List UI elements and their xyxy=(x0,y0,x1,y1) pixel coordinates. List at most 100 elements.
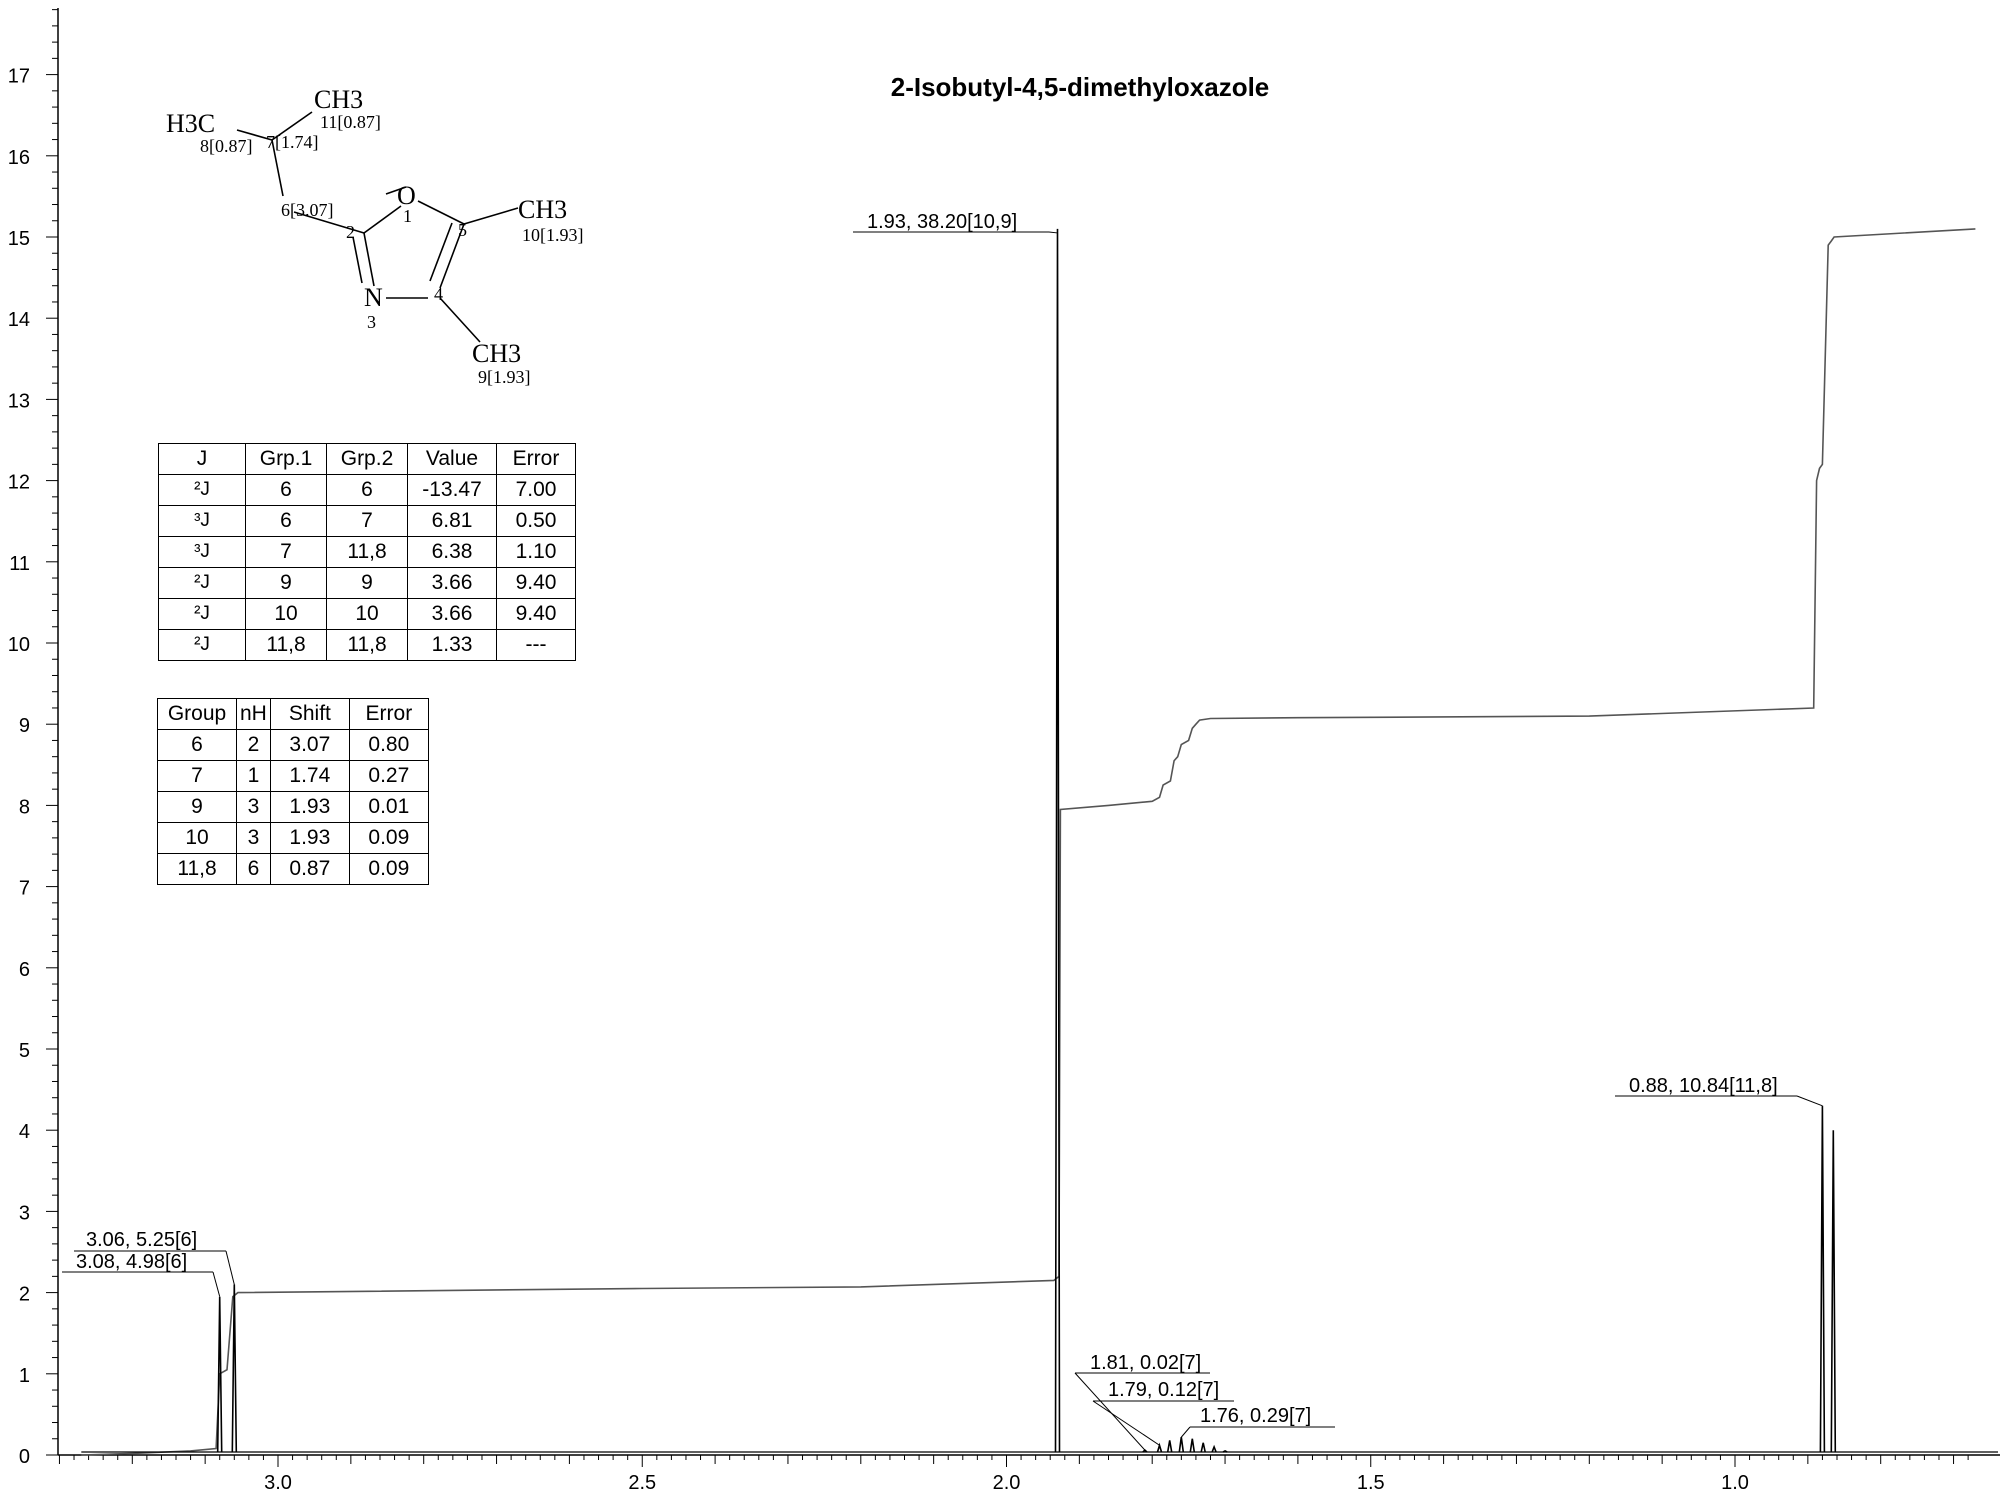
annotation-leader xyxy=(1048,231,1058,234)
atom-nitrogen: N xyxy=(364,283,383,312)
column-header: Value xyxy=(407,443,497,475)
annotation-leader xyxy=(1074,1372,1146,1451)
spectrum-peaks-group xyxy=(81,228,1998,1453)
table-row: ³J 7 11,8 6.38 1.10 xyxy=(158,536,576,568)
spectrum-peak xyxy=(1156,1442,1163,1453)
table-row: 9 3 1.93 0.01 xyxy=(157,791,429,823)
annotation-leader xyxy=(1180,1426,1191,1438)
bond xyxy=(463,207,519,225)
atom-label-11: 11[0.87] xyxy=(320,112,381,132)
table-cell: 7.00 xyxy=(496,474,576,506)
bond xyxy=(439,297,481,343)
bond xyxy=(363,205,402,234)
table-cell: 9 xyxy=(245,567,327,599)
spectrum-peak xyxy=(1819,1105,1826,1453)
atom-ch3-9: CH3 xyxy=(472,339,521,368)
peak-annotations-group: 1.93, 38.20[10,9] 3.06, 5.25[6]3.08, 4.98… xyxy=(62,211,1823,1451)
y-tick-label: 12 xyxy=(8,472,30,494)
table-cell: 6 xyxy=(236,853,271,885)
atom-oxygen: O xyxy=(397,181,416,210)
table-cell: ²J xyxy=(158,598,246,630)
atom-h3c-8: H3C xyxy=(166,109,215,138)
spectrum-peak xyxy=(1211,1444,1217,1453)
atom-ch3-11: CH3 xyxy=(314,85,363,114)
table-cell: 1 xyxy=(236,760,271,792)
table-cell: 9 xyxy=(157,791,237,823)
column-header: J xyxy=(158,443,246,475)
x-tick-label: 1.5 xyxy=(1357,1472,1385,1494)
y-tick-label: 4 xyxy=(19,1121,30,1143)
column-header: Group xyxy=(157,698,237,730)
table-cell: 11,8 xyxy=(245,629,327,661)
spectrum-peak xyxy=(216,1296,223,1453)
column-header: Grp.2 xyxy=(326,443,408,475)
y-tick-label: 14 xyxy=(8,309,30,331)
table-cell: 0.80 xyxy=(348,729,429,761)
table-row: ²J 11,8 11,8 1.33 --- xyxy=(158,629,576,661)
atom-label-2: 2 xyxy=(346,222,355,242)
atom-label-9: 9[1.93] xyxy=(478,367,531,387)
y-tick-label: 13 xyxy=(8,390,30,412)
table-cell: ²J xyxy=(158,629,246,661)
bond xyxy=(417,200,465,225)
y-tick-label: 1 xyxy=(19,1365,30,1387)
table-cell: 6 xyxy=(245,505,327,537)
atom-label-10: 10[1.93] xyxy=(522,225,584,245)
y-tick-label: 15 xyxy=(8,228,30,250)
table-cell: 6.38 xyxy=(407,536,497,568)
bond xyxy=(236,129,273,141)
table-cell: 3 xyxy=(236,791,271,823)
x-ticks-group: 3.0 2.5 2.0 1.5 1.0 xyxy=(58,1455,1969,1494)
peak-annotation-label: 3.08, 4.98[6] xyxy=(76,1251,187,1273)
chart-title: 2-Isobutyl-4,5-dimethyloxazole xyxy=(891,72,1270,102)
y-tick-label: 5 xyxy=(19,1040,30,1062)
molecule-structure: O N CH3 H3C CH3 CH3 1 2 3 4 5 6[3.07] 7[… xyxy=(166,85,584,387)
table-row: ²J 6 6 -13.47 7.00 xyxy=(158,474,576,506)
atom-label-6: 6[3.07] xyxy=(281,200,334,220)
coupling-constants-table: J Grp.1 Grp.2 Value Error ²J 6 6 -13.47 … xyxy=(158,443,576,661)
annotation-leader xyxy=(1092,1400,1160,1446)
bond xyxy=(271,139,284,197)
y-tick-label: 0 xyxy=(19,1446,30,1468)
column-header: Error xyxy=(496,443,576,475)
peak-annotation-label: 1.81, 0.02[7] xyxy=(1090,1352,1201,1374)
y-tick-label: 16 xyxy=(8,147,30,169)
table-cell: ³J xyxy=(158,505,246,537)
atom-label-3: 3 xyxy=(367,312,376,332)
table-cell: 10 xyxy=(326,598,408,630)
y-tick-label: 8 xyxy=(19,796,30,818)
table-cell: 7 xyxy=(157,760,237,792)
column-header: Shift xyxy=(269,698,350,730)
table-cell: 6 xyxy=(157,729,237,761)
table-row: ³J 6 7 6.81 0.50 xyxy=(158,505,576,537)
peak-annotation-label: 1.76, 0.29[7] xyxy=(1200,1405,1311,1427)
bond xyxy=(363,232,375,287)
table-cell: 0.27 xyxy=(348,760,429,792)
bond xyxy=(271,111,313,141)
table-cell: 3.66 xyxy=(407,567,497,599)
y-tick-label: 2 xyxy=(19,1284,30,1306)
table-cell: 7 xyxy=(326,505,408,537)
table-cell: 11,8 xyxy=(326,629,408,661)
table-cell: 1.10 xyxy=(496,536,576,568)
spectrum-peak xyxy=(1054,228,1061,1453)
spectrum-peak xyxy=(1200,1442,1206,1453)
table-row: 11,8 6 0.87 0.09 xyxy=(157,853,429,885)
column-header: Grp.1 xyxy=(245,443,327,475)
table-cell: 10 xyxy=(157,822,237,854)
bond xyxy=(385,186,407,195)
table-cell: 0.87 xyxy=(269,853,350,885)
annotation-leader xyxy=(1796,1095,1823,1107)
table-cell: 2 xyxy=(236,729,271,761)
table-row: ²J 9 9 3.66 9.40 xyxy=(158,567,576,599)
integral-curve xyxy=(81,228,1976,1456)
table-cell: 9.40 xyxy=(496,598,576,630)
table-cell: 11,8 xyxy=(326,536,408,568)
peak-annotation-label: 1.79, 0.12[7] xyxy=(1108,1379,1219,1401)
table-cell: 3 xyxy=(236,822,271,854)
table-cell: 6 xyxy=(245,474,327,506)
table-header-row: Group nH Shift Error xyxy=(157,698,429,730)
x-tick-label: 2.0 xyxy=(993,1472,1021,1494)
column-header: nH xyxy=(236,698,271,730)
